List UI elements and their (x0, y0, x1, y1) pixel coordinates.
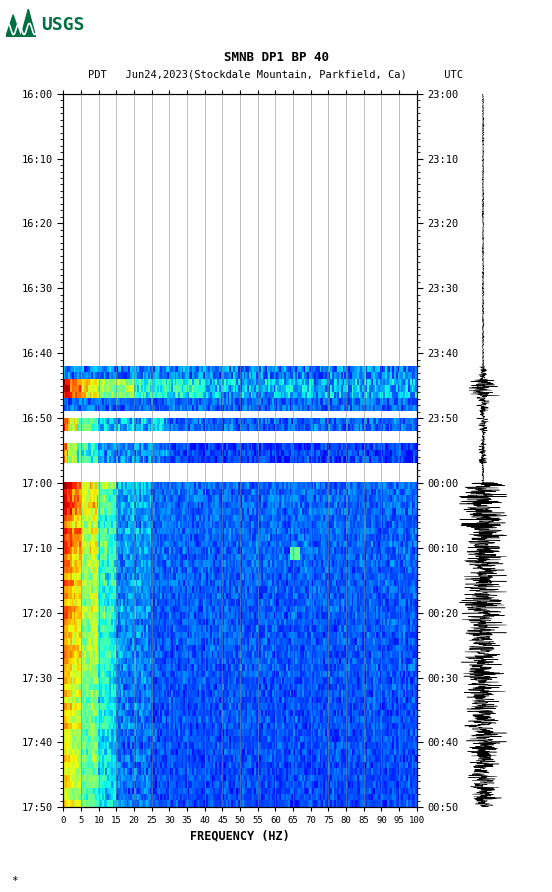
Text: USGS: USGS (41, 15, 85, 34)
Text: *: * (11, 876, 18, 887)
Text: PDT   Jun24,2023(Stockdale Mountain, Parkfield, Ca)      UTC: PDT Jun24,2023(Stockdale Mountain, Parkf… (88, 69, 464, 79)
Text: SMNB DP1 BP 40: SMNB DP1 BP 40 (224, 52, 328, 64)
X-axis label: FREQUENCY (HZ): FREQUENCY (HZ) (190, 830, 290, 842)
Polygon shape (6, 9, 36, 37)
